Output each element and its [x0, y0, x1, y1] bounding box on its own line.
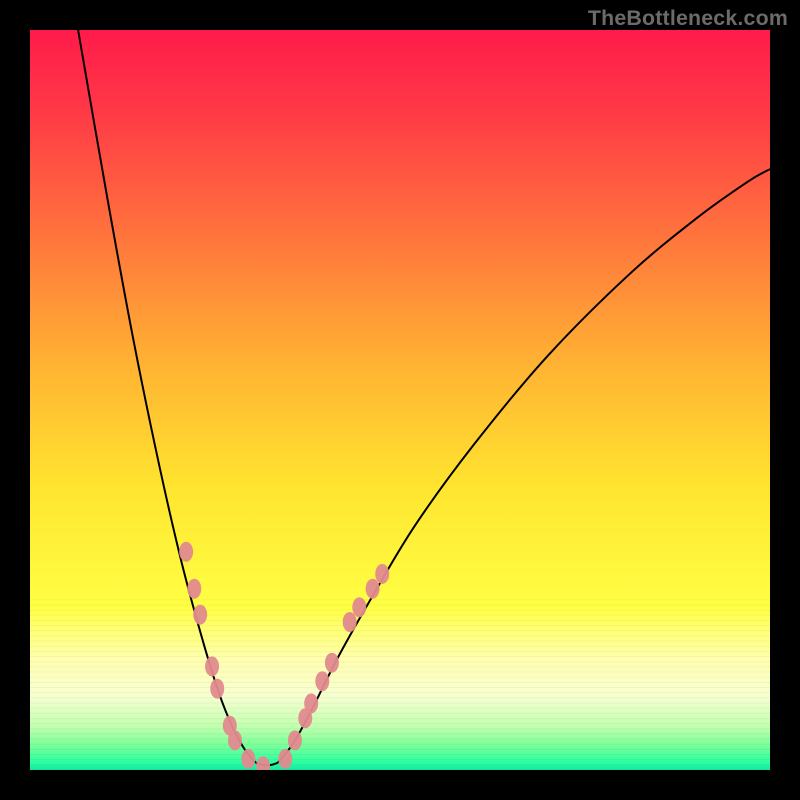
curve-marker: [210, 679, 224, 699]
curve-marker: [187, 579, 201, 599]
curve-marker: [179, 542, 193, 562]
curve-marker: [228, 730, 242, 750]
curve-marker: [304, 693, 318, 713]
curve-marker: [325, 653, 339, 673]
chart-frame: TheBottleneck.com: [0, 0, 800, 800]
curve-marker: [352, 597, 366, 617]
curve-marker: [241, 749, 255, 769]
curve-marker: [375, 564, 389, 584]
bottleneck-curve-chart: [30, 30, 770, 770]
curve-marker: [315, 671, 329, 691]
curve-marker: [288, 730, 302, 750]
gradient-background: [30, 30, 770, 770]
curve-marker: [366, 579, 380, 599]
curve-marker: [205, 656, 219, 676]
curve-marker: [193, 605, 207, 625]
watermark-text: TheBottleneck.com: [588, 6, 788, 31]
curve-marker: [343, 612, 357, 632]
plot-area: [30, 30, 770, 770]
curve-marker: [278, 749, 292, 769]
